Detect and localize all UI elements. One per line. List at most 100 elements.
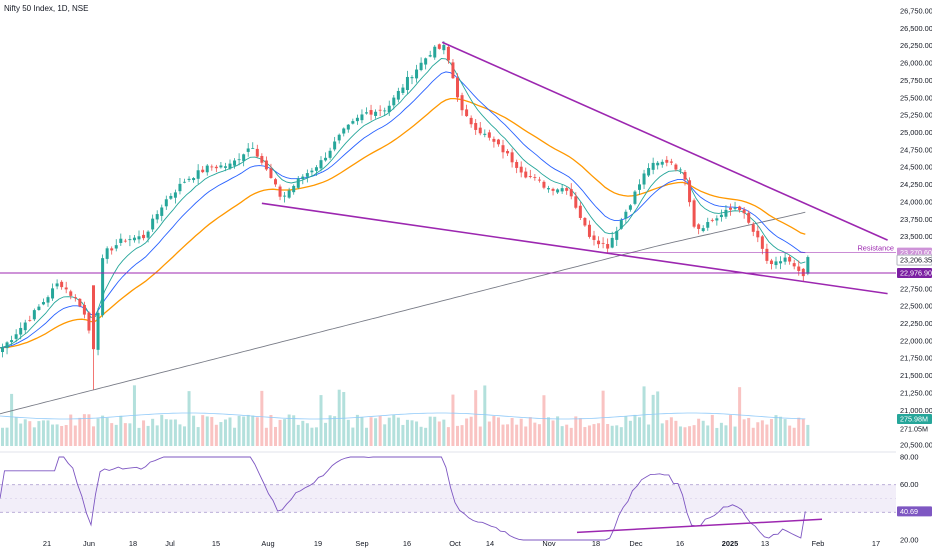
volume-bar — [314, 427, 318, 446]
volume-bar — [615, 425, 619, 446]
candle-body — [14, 334, 18, 339]
candle-body — [719, 214, 723, 218]
candle-body — [64, 287, 68, 290]
candle-body — [173, 192, 177, 198]
candle-body — [374, 111, 378, 116]
candle-body — [187, 178, 191, 180]
volume-bar — [328, 415, 332, 446]
volume-bar — [515, 424, 519, 446]
volume-bar — [155, 425, 159, 446]
candle-body — [788, 256, 792, 262]
price-tick-label: 20,500.00 — [900, 441, 932, 450]
volume-bar — [788, 425, 792, 446]
time-axis-label: 17 — [872, 539, 880, 548]
volume-bar — [283, 419, 287, 446]
volume-bar — [228, 417, 232, 446]
support-value-tag-bg — [897, 268, 932, 279]
volume-bar — [114, 424, 118, 446]
volume-bar — [337, 389, 341, 446]
volume-bar — [633, 414, 637, 446]
candle-body — [478, 127, 482, 134]
volume-bar — [587, 425, 591, 446]
volume-bar — [519, 418, 523, 446]
volume-bar — [233, 427, 237, 446]
candle-body — [560, 188, 564, 192]
candle-body — [492, 138, 496, 142]
volume-bar — [424, 427, 428, 446]
volume-bar — [324, 422, 328, 446]
candle-body — [274, 179, 277, 185]
candle-body — [446, 46, 450, 61]
volume-bar — [146, 425, 150, 446]
volume-bar — [769, 419, 773, 446]
rsi-value-tag-bg — [897, 506, 932, 517]
volume-bar — [73, 425, 77, 446]
candle-body — [69, 291, 73, 296]
volume-bar — [733, 426, 737, 446]
candle-body — [178, 183, 182, 192]
price-tick-label: 25,500.00 — [900, 93, 932, 102]
volume-ma-line — [0, 412, 806, 420]
candle-body — [110, 248, 114, 251]
volume-bar — [119, 415, 123, 446]
candle-body — [164, 199, 168, 207]
candle-body — [656, 162, 660, 166]
volume-bar — [506, 424, 510, 446]
volume-bar — [392, 414, 396, 446]
candle-body — [733, 207, 737, 209]
last-price-tag: 23,206.35 — [900, 256, 932, 265]
candle-body — [32, 310, 36, 320]
candle-body — [774, 261, 778, 266]
volume-bar — [638, 417, 641, 446]
volume-bar — [724, 425, 728, 446]
candle-body — [1, 347, 4, 353]
volume-bar — [346, 419, 350, 446]
volume-bar — [583, 427, 587, 446]
volume-bar — [183, 426, 186, 446]
volume-bar — [51, 424, 55, 446]
candle-body — [105, 248, 109, 259]
candle-body — [287, 190, 291, 198]
volume-bar — [205, 416, 209, 446]
candle-body — [501, 145, 505, 153]
candle-body — [496, 139, 500, 145]
candle-body — [578, 205, 582, 218]
candle-body — [73, 297, 77, 299]
volume-bar — [624, 416, 628, 446]
volume-bar — [619, 427, 623, 446]
volume-bar — [460, 425, 464, 446]
volume-bar — [560, 426, 564, 446]
volume-bar — [5, 427, 9, 446]
candle-body — [610, 237, 614, 248]
candle-body — [624, 211, 628, 219]
volume-bar — [656, 391, 660, 446]
volume-bar — [701, 420, 705, 446]
candle-body — [569, 189, 573, 197]
candle-body — [456, 77, 459, 98]
volume-bar — [706, 425, 710, 446]
volume-bar — [378, 415, 382, 446]
candle-body — [547, 188, 550, 190]
price-tick-label: 26,000.00 — [900, 59, 932, 68]
volume-bar — [442, 419, 446, 446]
volume-bar — [419, 426, 423, 446]
price-tick-label: 23,750.00 — [900, 215, 932, 224]
volume-tag-2-bg — [897, 424, 932, 434]
volume-bar — [210, 416, 214, 446]
candle-body — [678, 169, 682, 171]
candle-body — [415, 69, 419, 79]
volume-bar — [483, 385, 487, 446]
candle-body — [783, 257, 787, 262]
volume-bar — [674, 420, 678, 446]
candle-body — [806, 257, 810, 274]
candle-body — [283, 195, 287, 197]
volume-bar — [783, 419, 787, 446]
volume-bar — [428, 416, 432, 446]
rsi-tick-label: 20.00 — [900, 536, 919, 545]
candle-body — [260, 155, 264, 163]
volume-bar — [446, 427, 450, 446]
volume-bar — [369, 417, 373, 446]
candle-body — [255, 148, 259, 157]
candle-body — [405, 76, 409, 91]
